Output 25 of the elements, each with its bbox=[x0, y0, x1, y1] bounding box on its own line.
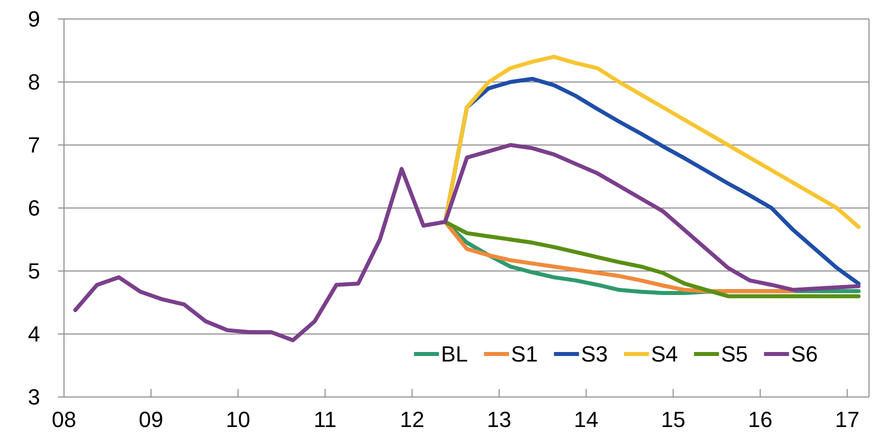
x-tick-label: 11 bbox=[314, 407, 337, 432]
y-tick-label: 6 bbox=[28, 196, 40, 221]
y-tick-label: 8 bbox=[28, 70, 40, 95]
legend-label: BL bbox=[441, 342, 468, 367]
x-tick-label: 09 bbox=[138, 407, 164, 432]
x-tick-label: 14 bbox=[574, 407, 598, 432]
x-tick-label: 17 bbox=[835, 407, 860, 432]
line-series bbox=[73, 143, 861, 342]
y-tick-label: 9 bbox=[28, 6, 40, 32]
line-series bbox=[443, 54, 861, 229]
y-tick-label: 4 bbox=[28, 322, 40, 347]
x-tick-label: 15 bbox=[660, 407, 686, 432]
y-tick-label: 5 bbox=[28, 258, 40, 284]
y-tick-label: 3 bbox=[28, 384, 40, 410]
x-tick-label: 12 bbox=[400, 407, 424, 432]
legend-label: S5 bbox=[721, 342, 748, 367]
x-tick-label: 16 bbox=[748, 407, 772, 432]
legend-label: S4 bbox=[651, 342, 678, 367]
x-tick-label: 13 bbox=[486, 407, 512, 432]
y-tick-label: 7 bbox=[28, 132, 40, 158]
legend-label: S1 bbox=[511, 342, 538, 367]
x-tick-label: 08 bbox=[52, 407, 76, 432]
legend-label: S6 bbox=[791, 342, 818, 367]
x-tick-label: 10 bbox=[226, 407, 250, 432]
legend-label: S3 bbox=[581, 342, 608, 367]
